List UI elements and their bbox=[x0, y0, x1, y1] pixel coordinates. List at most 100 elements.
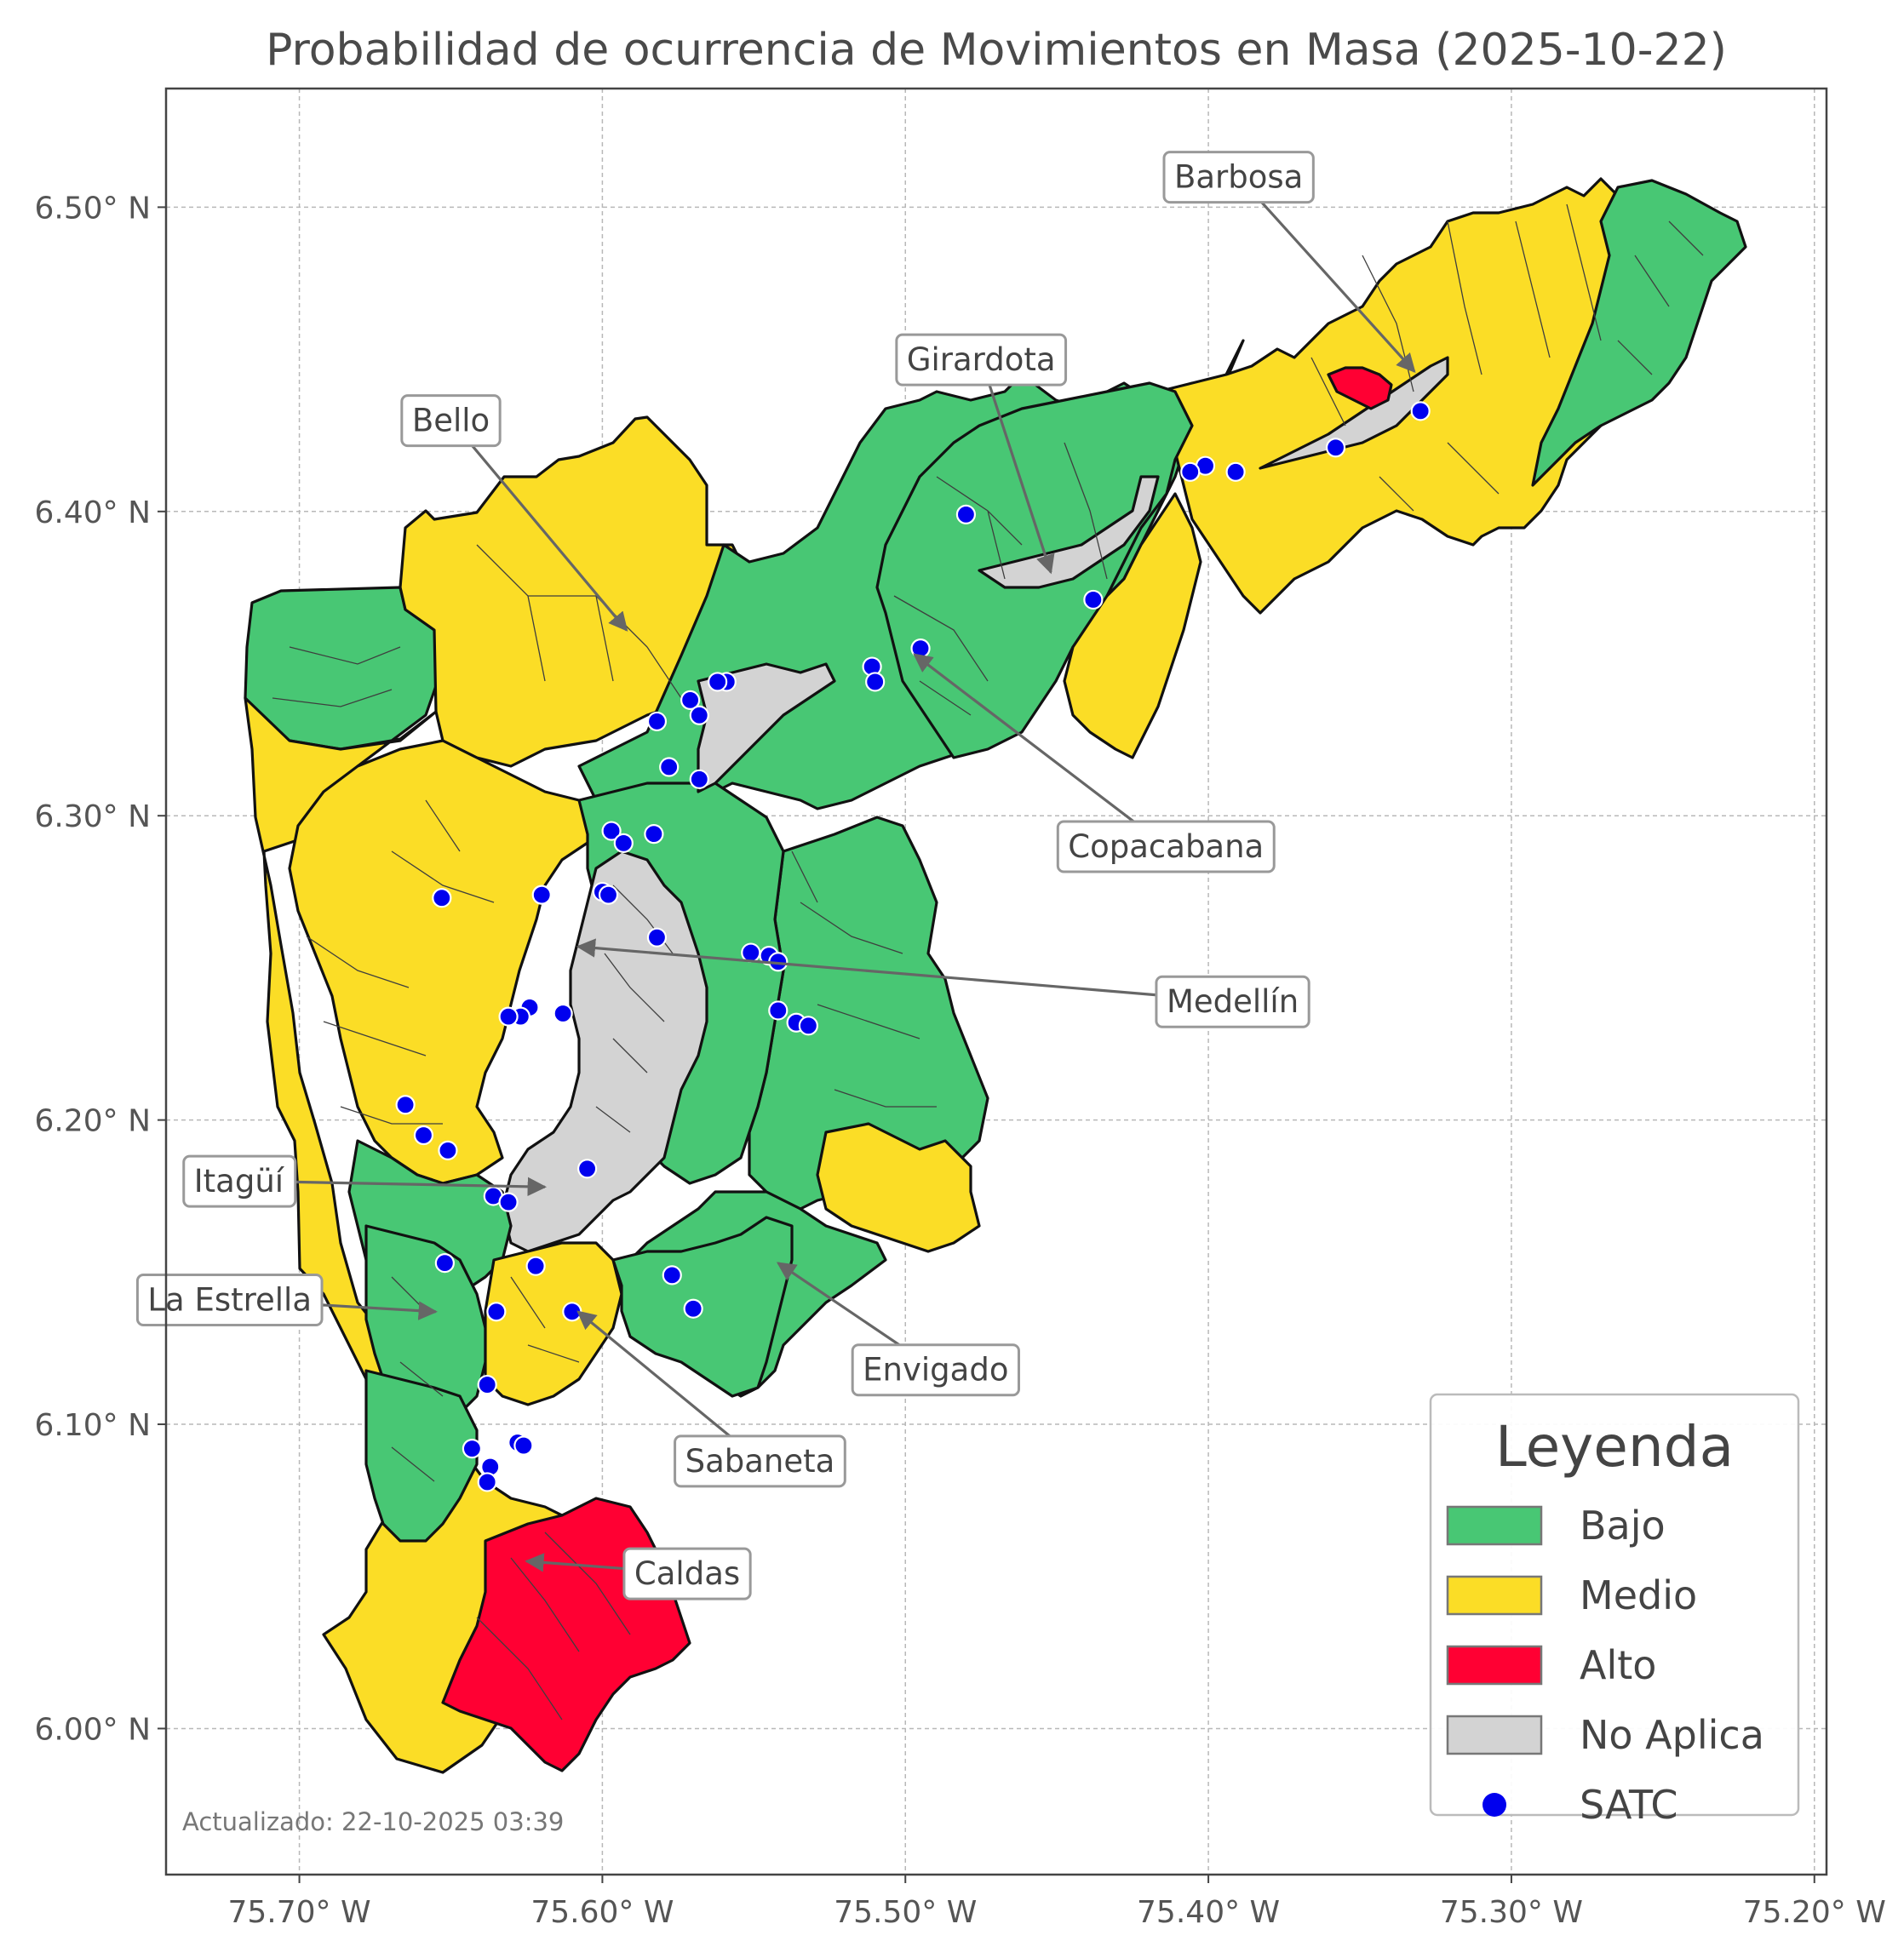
region-envigado-medio bbox=[816, 1122, 981, 1253]
region-sabaneta-medio bbox=[484, 1241, 623, 1406]
callout-box bbox=[182, 1154, 297, 1208]
satc-station-marker bbox=[613, 833, 634, 853]
callout-label: Medellín bbox=[1167, 983, 1299, 1020]
satc-station-marker bbox=[865, 672, 886, 692]
callout-girardota: Girardota bbox=[895, 333, 1068, 575]
callout-label: Sabaneta bbox=[685, 1443, 835, 1480]
satc-station-marker bbox=[910, 638, 931, 659]
region-barbosa-east-bajo bbox=[1531, 179, 1747, 487]
plot-frame bbox=[164, 87, 1828, 1876]
satc-station-marker bbox=[680, 690, 701, 710]
legend-title: Leyenda bbox=[1495, 1414, 1734, 1480]
legend-swatch bbox=[1446, 1715, 1543, 1755]
satc-station-marker bbox=[434, 1253, 455, 1274]
region-girardota-urban-no-aplica bbox=[978, 475, 1160, 589]
satc-station-marker bbox=[1225, 461, 1246, 482]
legend-item-medio: Medio bbox=[1446, 1572, 1697, 1618]
callout-envigado: Envigado bbox=[776, 1262, 1020, 1397]
satc-station-marker bbox=[513, 1435, 534, 1456]
satc-stations bbox=[395, 401, 1431, 1492]
region-bello-west-medio bbox=[244, 696, 649, 1774]
satc-station-marker bbox=[708, 672, 728, 692]
tick-label-lat: 6.50° N bbox=[34, 191, 151, 226]
region-layer bbox=[244, 177, 1747, 1774]
tick-label-lon: 75.20° W bbox=[1743, 1895, 1886, 1930]
callout-barbosa: Barbosa bbox=[1162, 151, 1416, 374]
legend-swatch bbox=[1446, 1575, 1543, 1616]
satc-station-marker bbox=[768, 1000, 789, 1021]
tick-label-lon: 75.70° W bbox=[228, 1895, 371, 1930]
legend-label: SATC bbox=[1580, 1782, 1677, 1828]
callout-box bbox=[895, 333, 1068, 386]
satc-station-marker bbox=[462, 1439, 482, 1459]
legend-label: Bajo bbox=[1580, 1503, 1666, 1549]
region-medellin-urban-no-aplica bbox=[501, 850, 708, 1253]
satc-station-marker bbox=[477, 1374, 497, 1395]
callout-label: Copacabana bbox=[1068, 828, 1264, 865]
tick-label-lat: 6.30° N bbox=[34, 799, 151, 834]
satc-station-marker bbox=[646, 711, 668, 732]
region-girardota-medio bbox=[1063, 492, 1202, 759]
callout-medell-n: Medellín bbox=[576, 938, 1310, 1028]
callout-label: Bello bbox=[412, 403, 490, 439]
tick-label-lat: 6.10° N bbox=[34, 1408, 151, 1443]
satc-station-marker bbox=[644, 824, 664, 845]
legend: Leyenda Bajo Medio Alto No Aplica SATC bbox=[1429, 1393, 1800, 1828]
satc-station-marker bbox=[601, 821, 622, 841]
callout-label: La Estrella bbox=[147, 1281, 312, 1318]
callout-box bbox=[1056, 820, 1276, 873]
map-title: Probabilidad de ocurrencia de Movimiento… bbox=[266, 25, 1727, 76]
tick-label-lat: 6.00° N bbox=[34, 1712, 151, 1747]
satc-station-marker bbox=[689, 705, 709, 725]
satc-station-marker bbox=[477, 1472, 497, 1492]
legend-box bbox=[1429, 1393, 1800, 1817]
callout-itag-: Itagüí bbox=[182, 1154, 548, 1208]
legend-item-alto: Alto bbox=[1446, 1642, 1656, 1688]
satc-station-marker bbox=[1410, 401, 1431, 421]
callout-arrow bbox=[979, 358, 1055, 575]
callout-box bbox=[674, 1434, 846, 1488]
callout-arrow bbox=[450, 419, 628, 632]
tick-label-lon: 75.60° W bbox=[530, 1895, 674, 1930]
callout-la-estrella: La Estrella bbox=[135, 1273, 438, 1326]
satc-station-marker bbox=[486, 1302, 507, 1322]
update-timestamp: Actualizado: 22-10-2025 03:39 bbox=[182, 1807, 564, 1836]
legend-marker-satc bbox=[1482, 1793, 1506, 1817]
satc-station-marker bbox=[1325, 438, 1346, 458]
legend-swatch bbox=[1446, 1505, 1543, 1546]
satc-station-marker bbox=[553, 1003, 573, 1024]
tick-label-lon: 75.40° W bbox=[1137, 1895, 1280, 1930]
satc-station-marker bbox=[438, 1140, 458, 1160]
legend-label: No Aplica bbox=[1580, 1712, 1764, 1758]
legend-label: Medio bbox=[1580, 1572, 1697, 1618]
callout-box bbox=[135, 1273, 324, 1326]
tick-label-lon: 75.30° W bbox=[1440, 1895, 1583, 1930]
tick-label-lat: 6.40° N bbox=[34, 495, 151, 530]
tick-label-lat: 6.20° N bbox=[34, 1104, 151, 1139]
satc-station-marker bbox=[531, 885, 552, 905]
callout-box bbox=[1162, 151, 1315, 204]
region-la-estrella-south-bajo bbox=[364, 1369, 479, 1543]
callout-arrow bbox=[913, 653, 1167, 848]
satc-station-marker bbox=[1180, 461, 1201, 482]
legend-item-bajo: Bajo bbox=[1446, 1503, 1666, 1549]
satc-station-marker bbox=[1083, 589, 1104, 610]
satc-station-marker bbox=[432, 888, 452, 908]
vereda-lines bbox=[272, 203, 1704, 1721]
satc-station-marker bbox=[498, 1006, 519, 1027]
callout-arrow bbox=[1237, 175, 1416, 374]
satc-station-marker bbox=[395, 1095, 416, 1115]
callout-bello: Bello bbox=[400, 394, 628, 632]
callout-box bbox=[851, 1343, 1020, 1397]
satc-station-marker bbox=[683, 1298, 703, 1319]
satc-station-marker bbox=[662, 1265, 682, 1285]
satc-station-marker bbox=[955, 504, 977, 524]
satc-station-marker bbox=[741, 942, 761, 963]
satc-station-marker bbox=[525, 1256, 546, 1276]
satc-station-marker bbox=[646, 927, 668, 948]
region-barbosa-alto bbox=[1327, 366, 1393, 410]
legend-item-satc: SATC bbox=[1482, 1782, 1677, 1828]
legend-item-no-aplica: No Aplica bbox=[1446, 1712, 1764, 1758]
callout-label: Girardota bbox=[907, 341, 1056, 378]
